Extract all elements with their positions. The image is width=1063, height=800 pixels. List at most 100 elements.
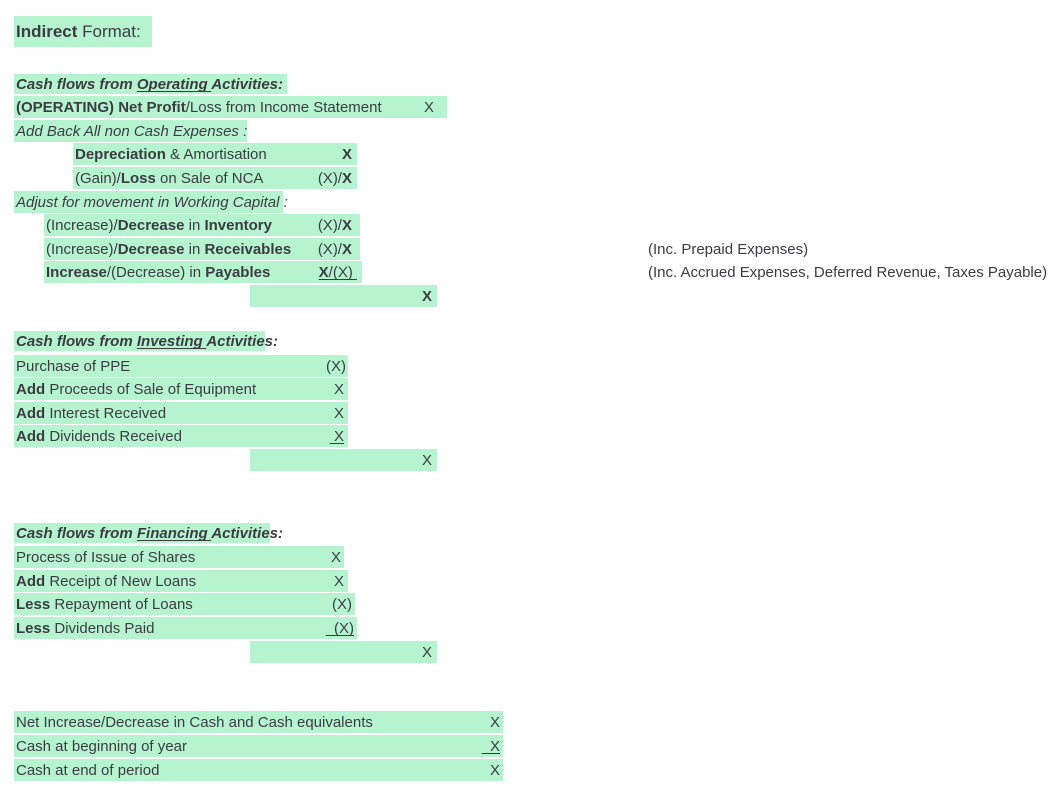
purchase-ppe-label: Purchase of PPE (16, 357, 131, 375)
repay-loans-amount: (X) (332, 595, 352, 613)
header-prefix: Cash flows from (16, 75, 137, 93)
gain-loss-amount-bold: X (341, 169, 352, 187)
financing-section-header: Cash flows from Financing Activities: (14, 523, 283, 543)
row-adjust-note: Adjust for movement in Working Capital : (14, 191, 288, 213)
payables-amount-bold: X (318, 263, 329, 281)
gain-loss-label-rest: on Sale of NCA (155, 169, 264, 187)
payables-label-bold2: Payables (205, 263, 271, 281)
depreciation-label-rest: & Amortisation (165, 145, 267, 163)
header-underlined-word: Financing (136, 524, 212, 542)
title-bold: Indirect (16, 21, 78, 41)
annotation-payables: (Inc. Accrued Expenses, Deferred Revenue… (648, 261, 1047, 283)
net-change-label: Net Increase/Decrease in Cash and Cash e… (16, 713, 373, 731)
interest-amount: X (333, 404, 344, 422)
row-cash-begin: Cash at beginning of year X (14, 735, 503, 757)
investing-subtotal-row: X (250, 449, 437, 471)
proceeds-label-rest: Proceeds of Sale of Equipment (45, 380, 257, 398)
financing-subtotal-amount: X (421, 643, 432, 661)
issue-shares-label: Process of Issue of Shares (16, 548, 196, 566)
payables-amount-rest: /(X) (328, 263, 357, 281)
interest-label-bold: Add (16, 404, 46, 422)
net-profit-label-bold: (OPERATING) Net Profit (16, 98, 186, 116)
issue-shares-amount: X (330, 548, 341, 566)
cash-end-label: Cash at end of period (16, 761, 160, 779)
operating-section-header: Cash flows from Operating Activities: (14, 74, 287, 94)
financing-subtotal-row: X (250, 641, 437, 663)
receivables-label-mid: in (184, 240, 205, 258)
proceeds-amount: X (333, 380, 344, 398)
annotation-payables-text: (Inc. Accrued Expenses, Deferred Revenue… (648, 263, 1048, 281)
cash-begin-label: Cash at beginning of year (16, 737, 187, 755)
header-underlined-word: Operating (136, 75, 212, 93)
investing-subtotal-amount: X (421, 451, 432, 469)
new-loans-label-bold: Add (16, 572, 46, 590)
add-back-note-text: Add Back All non Cash Expenses : (16, 122, 248, 140)
header-underlined-word: Investing (136, 332, 207, 350)
row-dividends-paid: Less Dividends Paid (X) (14, 617, 357, 639)
receivables-label-bold2: Receivables (204, 240, 292, 258)
row-add-back-note: Add Back All non Cash Expenses : (14, 120, 247, 142)
dividends-received-label-bold: Add (16, 427, 46, 445)
row-net-profit: (OPERATING) Net Profit/Loss from Income … (14, 96, 447, 118)
depreciation-label-bold: Depreciation (75, 145, 166, 163)
annotation-receivables-text: (Inc. Prepaid Expenses) (648, 240, 809, 258)
dividends-paid-amount: (X) (325, 619, 354, 637)
row-net-change: Net Increase/Decrease in Cash and Cash e… (14, 711, 503, 733)
inventory-label-mid: in (184, 216, 205, 234)
page-title: Indirect Format: (14, 16, 152, 47)
net-profit-amount: X (423, 98, 434, 116)
receivables-amount-bold: X (341, 240, 352, 258)
depreciation-amount: X (341, 145, 352, 163)
gain-loss-amount-pre: (X)/ (317, 169, 342, 187)
interest-label-rest: Interest Received (45, 404, 167, 422)
header-suffix: Activities: (211, 524, 284, 542)
row-issue-shares: Process of Issue of Shares X (14, 546, 344, 568)
inventory-amount-pre: (X)/ (317, 216, 342, 234)
dividends-paid-label-rest: Dividends Paid (50, 619, 155, 637)
inventory-label-bold1: Decrease (117, 216, 185, 234)
receivables-label-pre: (Increase)/ (46, 240, 118, 258)
inventory-label-bold2: Inventory (204, 216, 272, 234)
row-proceeds-sale: Add Proceeds of Sale of Equipment X (14, 378, 348, 400)
purchase-ppe-amount: (X) (326, 357, 346, 375)
annotation-receivables: (Inc. Prepaid Expenses) (648, 238, 808, 260)
gain-loss-label-pre: (Gain)/ (75, 169, 121, 187)
proceeds-label-bold: Add (16, 380, 46, 398)
row-new-loans: Add Receipt of New Loans X (14, 570, 348, 592)
net-profit-label-rest: /Loss from Income Statement (185, 98, 382, 116)
operating-subtotal-row: X (250, 285, 437, 307)
row-payables: Increase/(Decrease) in Payables X/(X) (44, 261, 362, 283)
new-loans-label-rest: Receipt of New Loans (45, 572, 197, 590)
repay-loans-label-bold: Less (16, 595, 51, 613)
inventory-amount-bold: X (341, 216, 352, 234)
row-cash-end: Cash at end of period X (14, 759, 503, 781)
repay-loans-label-rest: Repayment of Loans (50, 595, 193, 613)
row-gain-loss: (Gain)/Loss on Sale of NCA (X)/X (73, 167, 357, 189)
row-interest-received: Add Interest Received X (14, 402, 348, 424)
header-prefix: Cash flows from (16, 332, 137, 350)
receivables-amount-pre: (X)/ (317, 240, 342, 258)
gain-loss-label-bold: Loss (120, 169, 156, 187)
receivables-label-bold1: Decrease (117, 240, 185, 258)
header-suffix: Activities: (206, 332, 279, 350)
header-prefix: Cash flows from (16, 524, 137, 542)
row-repay-loans: Less Repayment of Loans (X) (14, 593, 355, 615)
payables-label-bold1: Increase (46, 263, 107, 281)
row-receivables: (Increase)/Decrease in Receivables (X)/X (44, 238, 360, 260)
header-suffix: Activities: (211, 75, 284, 93)
dividends-received-amount: X (329, 427, 344, 445)
row-dividends-received: Add Dividends Received X (14, 425, 348, 447)
cash-end-amount: X (489, 761, 500, 779)
inventory-label-pre: (Increase)/ (46, 216, 118, 234)
dividends-paid-label-bold: Less (16, 619, 51, 637)
new-loans-amount: X (333, 572, 344, 590)
title-rest: Format: (77, 21, 141, 41)
cash-begin-amount: X (481, 737, 500, 755)
investing-section-header: Cash flows from Investing Activities: (14, 331, 278, 351)
row-purchase-ppe: Purchase of PPE (X) (14, 355, 348, 377)
dividends-received-label-rest: Dividends Received (45, 427, 182, 445)
operating-subtotal-amount: X (421, 287, 432, 305)
payables-label-mid: /(Decrease) in (106, 263, 206, 281)
adjust-note-text: Adjust for movement in Working Capital : (16, 193, 288, 211)
